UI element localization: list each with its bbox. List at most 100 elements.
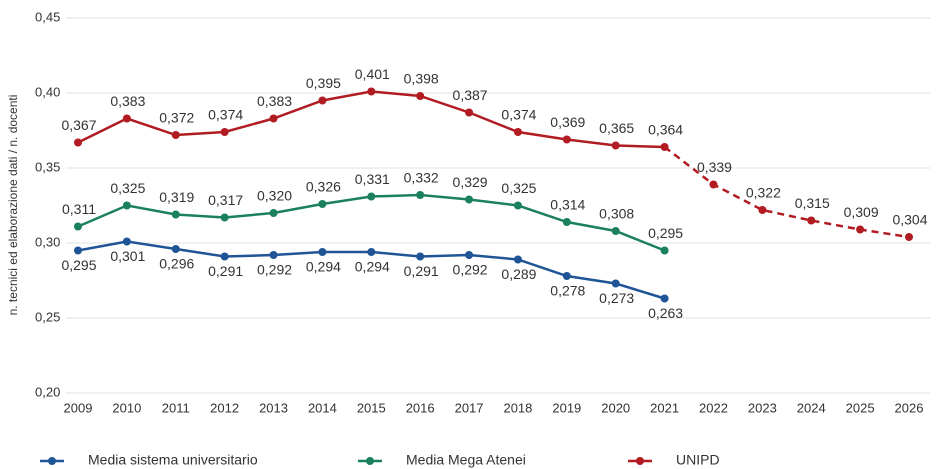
data-point bbox=[905, 233, 913, 241]
data-point bbox=[513, 128, 522, 136]
data-point bbox=[171, 210, 180, 219]
x-tick-label: 2023 bbox=[748, 400, 777, 415]
data-label: 0,374 bbox=[501, 107, 536, 123]
legend-marker bbox=[48, 457, 56, 465]
data-point bbox=[611, 227, 620, 235]
x-tick-label: 2022 bbox=[699, 400, 728, 415]
data-point bbox=[269, 209, 278, 217]
x-tick-label: 2016 bbox=[406, 400, 435, 415]
data-label: 0,339 bbox=[697, 159, 732, 175]
data-point bbox=[74, 222, 82, 231]
data-point bbox=[465, 251, 474, 259]
data-label: 0,294 bbox=[306, 259, 341, 275]
data-point bbox=[318, 96, 327, 105]
y-tick-label: 0,40 bbox=[35, 84, 60, 99]
series-line bbox=[663, 146, 910, 239]
data-point bbox=[465, 195, 474, 204]
data-point bbox=[660, 294, 669, 303]
data-point bbox=[416, 191, 425, 199]
legend-marker bbox=[366, 457, 374, 465]
data-point bbox=[367, 192, 376, 201]
data-point bbox=[74, 138, 82, 147]
data-label: 0,398 bbox=[404, 71, 439, 87]
data-point bbox=[416, 252, 425, 261]
data-label: 0,365 bbox=[599, 120, 634, 136]
x-tick-label: 2010 bbox=[112, 400, 141, 415]
data-point bbox=[74, 246, 82, 255]
data-point bbox=[709, 180, 718, 189]
data-point bbox=[416, 92, 425, 100]
data-label: 0,304 bbox=[892, 212, 927, 228]
data-point bbox=[269, 251, 278, 259]
x-tick-label: 2009 bbox=[64, 400, 93, 415]
data-label: 0,387 bbox=[453, 87, 488, 103]
x-tick-label: 2025 bbox=[846, 400, 875, 415]
data-label: 0,309 bbox=[844, 204, 879, 220]
data-point bbox=[465, 108, 474, 117]
data-label: 0,317 bbox=[208, 192, 243, 208]
data-point bbox=[562, 135, 571, 144]
x-tick-label: 2017 bbox=[455, 400, 484, 415]
data-label: 0,291 bbox=[404, 263, 439, 279]
data-point bbox=[562, 218, 571, 226]
x-tick-label: 2024 bbox=[797, 400, 826, 415]
data-label: 0,292 bbox=[453, 262, 488, 278]
data-point bbox=[367, 248, 376, 256]
data-point bbox=[660, 143, 669, 151]
x-tick-label: 2013 bbox=[259, 400, 288, 415]
legend-label: Media sistema universitario bbox=[88, 452, 258, 468]
data-point bbox=[171, 245, 180, 253]
y-tick-label: 0,30 bbox=[35, 234, 60, 249]
x-tick-label: 2021 bbox=[650, 400, 679, 415]
data-point bbox=[122, 201, 131, 210]
data-point bbox=[220, 213, 229, 222]
y-tick-label: 0,45 bbox=[35, 9, 60, 24]
data-point bbox=[220, 252, 229, 261]
data-label: 0,308 bbox=[599, 206, 634, 222]
data-label: 0,325 bbox=[110, 180, 145, 196]
data-label: 0,295 bbox=[648, 225, 683, 241]
data-point bbox=[513, 201, 522, 210]
data-point bbox=[318, 248, 327, 256]
data-label: 0,319 bbox=[159, 189, 194, 205]
data-label: 0,369 bbox=[550, 114, 585, 130]
data-point bbox=[220, 128, 229, 136]
data-point bbox=[122, 114, 131, 123]
data-point bbox=[562, 272, 571, 280]
data-point bbox=[758, 206, 767, 214]
data-point bbox=[367, 87, 376, 96]
data-label: 0,311 bbox=[62, 201, 96, 217]
data-label: 0,322 bbox=[746, 185, 781, 201]
data-label: 0,295 bbox=[61, 257, 96, 273]
x-tick-label: 2015 bbox=[357, 400, 386, 415]
legend-label: UNIPD bbox=[676, 452, 720, 468]
data-label: 0,314 bbox=[550, 197, 585, 213]
data-label: 0,401 bbox=[355, 66, 390, 82]
data-label: 0,383 bbox=[110, 93, 145, 109]
data-label: 0,374 bbox=[208, 107, 243, 123]
data-label: 0,364 bbox=[648, 122, 683, 138]
data-point bbox=[856, 225, 865, 234]
data-label: 0,383 bbox=[257, 93, 292, 109]
data-point bbox=[660, 246, 669, 255]
data-label: 0,332 bbox=[404, 170, 439, 186]
data-point bbox=[611, 279, 620, 288]
data-label: 0,294 bbox=[355, 259, 390, 275]
x-tick-label: 2020 bbox=[601, 400, 630, 415]
data-label: 0,301 bbox=[110, 248, 145, 264]
x-tick-label: 2018 bbox=[503, 400, 532, 415]
data-point bbox=[122, 237, 131, 246]
data-label: 0,331 bbox=[355, 171, 390, 187]
data-label: 0,278 bbox=[550, 283, 585, 299]
legend-label: Media Mega Atenei bbox=[406, 452, 526, 468]
x-tick-label: 2026 bbox=[895, 400, 924, 415]
data-label: 0,263 bbox=[648, 305, 683, 321]
legend-marker bbox=[636, 457, 644, 465]
data-point bbox=[611, 141, 620, 150]
data-point bbox=[513, 255, 522, 264]
y-tick-label: 0,25 bbox=[35, 309, 60, 324]
data-point bbox=[807, 216, 816, 225]
data-point bbox=[171, 131, 180, 139]
